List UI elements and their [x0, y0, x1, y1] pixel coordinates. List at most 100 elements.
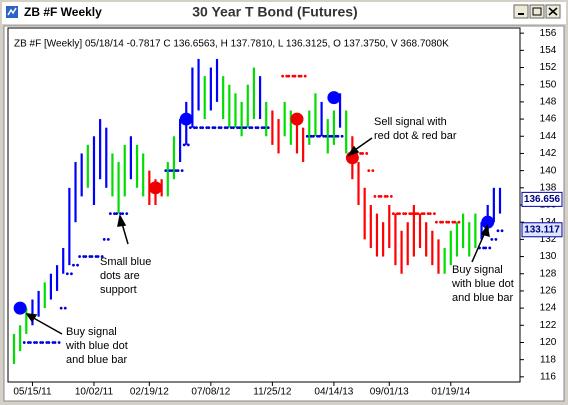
support-dot — [318, 134, 321, 138]
support-dot — [22, 341, 26, 344]
annotation-text: and blue bar — [452, 292, 513, 304]
resistance-dot — [391, 212, 395, 215]
support-dot — [186, 143, 190, 147]
resistance-dot — [445, 220, 449, 224]
arrow — [471, 229, 487, 263]
support-dot — [490, 237, 494, 241]
y-tick-label: 132 — [540, 234, 557, 245]
maximize-glyph — [532, 7, 542, 16]
title-bar — [2, 2, 566, 24]
y-tick-label: 148 — [540, 97, 557, 108]
y-tick-label: 130 — [540, 251, 557, 262]
support-dot — [182, 143, 186, 147]
arrow-head — [25, 313, 38, 323]
support-dot — [84, 255, 88, 258]
support-dot — [309, 134, 313, 138]
support-dot — [47, 341, 51, 344]
y-tick-label: 118 — [540, 354, 556, 365]
resistance-dot — [361, 152, 365, 155]
x-tick-label: 09/01/13 — [370, 387, 409, 398]
support-dot — [316, 134, 319, 138]
support-dot — [121, 212, 125, 215]
resistance-dot — [293, 74, 297, 78]
maximize-button[interactable] — [529, 4, 545, 19]
resistance-dot — [303, 74, 307, 78]
arrow-head — [480, 224, 490, 238]
y-tick-label: 120 — [540, 337, 557, 348]
x-tick-label: 07/08/12 — [191, 387, 230, 398]
annotation-arrows — [25, 137, 490, 335]
support-dot — [176, 169, 180, 173]
support-dot — [336, 134, 340, 138]
y-tick-label: 116 — [540, 371, 556, 382]
resistance-dot — [373, 195, 377, 198]
x-tick-label: 04/14/13 — [314, 387, 353, 398]
support-dot — [100, 255, 104, 258]
resistance-dot — [359, 152, 362, 155]
support-dot — [76, 263, 79, 267]
window-title: ZB #F Weekly — [24, 5, 102, 19]
support-dot — [106, 237, 110, 241]
sell-signal — [148, 181, 162, 195]
buy-signal — [481, 215, 495, 229]
support-dot — [484, 246, 488, 250]
price-label-box — [521, 222, 563, 238]
y-tick-label: 124 — [540, 303, 557, 314]
y-tick-label: 150 — [540, 79, 557, 90]
resistance-dot — [432, 212, 436, 215]
resistance-dot — [404, 212, 408, 215]
support-dot — [78, 255, 82, 258]
y-tick-label: 154 — [540, 45, 557, 56]
support-dot — [494, 237, 498, 241]
support-dot — [168, 169, 172, 173]
support-dot — [63, 306, 67, 310]
support-dot — [59, 306, 63, 310]
close-glyph — [548, 7, 558, 16]
support-dot — [217, 126, 221, 130]
resistance-dot — [291, 74, 295, 78]
x-tick-label: 05/15/11 — [13, 387, 52, 398]
resistance-dot — [285, 74, 289, 78]
resistance-dot — [383, 195, 387, 198]
resistance-dot — [428, 212, 432, 215]
support-dot — [496, 229, 500, 233]
support-dot — [96, 255, 100, 258]
support-dot — [53, 341, 57, 344]
y-tick-label: 152 — [540, 62, 557, 73]
resistance-dot — [385, 195, 389, 198]
arrow — [29, 315, 63, 335]
sell-signal — [290, 112, 304, 126]
y-tick-label: 156 — [540, 28, 557, 39]
support-dot — [238, 126, 241, 130]
support-dot — [340, 134, 344, 138]
quote-info: ZB #F [Weekly] 05/18/14 -0.7817 C 136.65… — [14, 39, 449, 50]
buy-signal — [13, 301, 27, 315]
support-dot — [262, 126, 266, 130]
x-tick-label: 10/02/11 — [75, 387, 114, 398]
support-dot — [108, 212, 112, 215]
support-dot — [229, 126, 233, 130]
support-dot — [250, 126, 254, 130]
annotation-text: red dot & red bar — [374, 130, 457, 142]
annotation-text: with blue dot — [65, 340, 128, 352]
annotation-text: Sell signal with — [374, 116, 447, 128]
support-dot — [201, 126, 205, 130]
y-tick-label: 122 — [540, 320, 557, 331]
support-dot — [260, 126, 264, 130]
price-label: 136.656 — [524, 194, 561, 205]
support-dot — [330, 134, 334, 138]
annotation-text: dots are — [100, 270, 140, 282]
support-dot — [334, 134, 338, 138]
y-tick-label: 138 — [540, 182, 557, 193]
annotation-text: with blue dot — [451, 278, 514, 290]
support-dot — [328, 134, 332, 138]
resistance-dot — [420, 212, 424, 215]
support-dot — [174, 169, 178, 173]
support-dot — [482, 246, 485, 250]
resistance-dot — [441, 220, 444, 224]
support-dot — [188, 126, 192, 130]
support-dot — [311, 134, 315, 138]
support-dot — [193, 126, 196, 130]
minimize-button[interactable] — [513, 4, 529, 19]
buy-signal — [327, 91, 341, 105]
